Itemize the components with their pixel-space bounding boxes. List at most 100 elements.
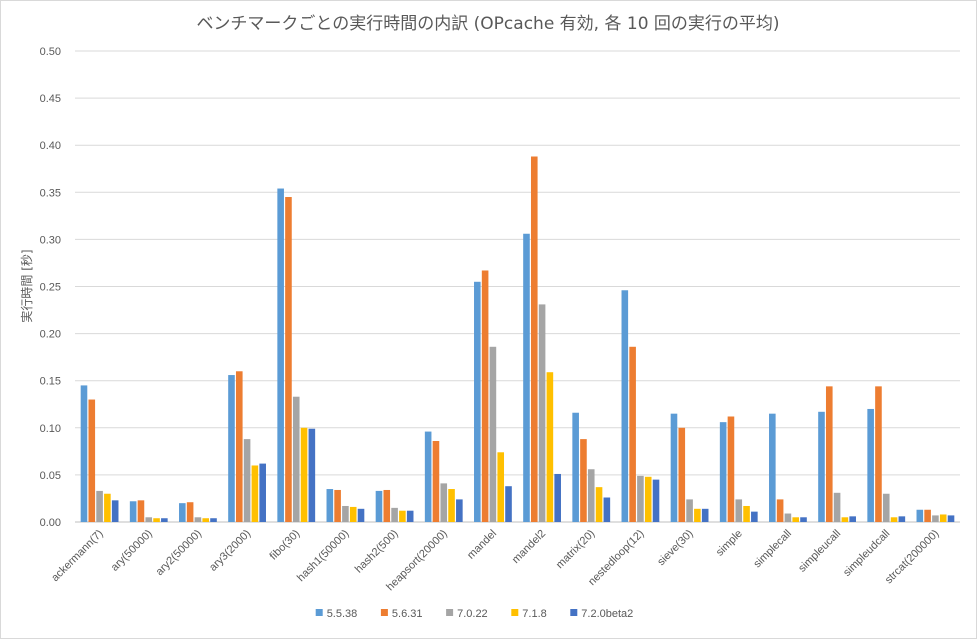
- y-tick-label: 0.25: [40, 282, 61, 294]
- bar: [792, 517, 800, 522]
- bar: [629, 346, 636, 522]
- bar: [523, 233, 530, 523]
- bar: [111, 500, 119, 522]
- bar: [587, 469, 595, 522]
- bar: [644, 476, 652, 522]
- bar: [875, 386, 882, 522]
- legend-swatch: [511, 609, 519, 616]
- bar: [481, 270, 489, 522]
- bar: [572, 412, 579, 522]
- bar: [932, 515, 939, 522]
- bar: [80, 385, 88, 522]
- legend-swatch: [315, 609, 323, 616]
- bar: [818, 411, 825, 522]
- bar: [841, 517, 849, 522]
- bar: [251, 465, 259, 522]
- bar: [137, 500, 145, 522]
- bar: [448, 489, 455, 522]
- legend-label: 7.0.22: [457, 608, 488, 620]
- bar: [285, 197, 292, 522]
- bar: [391, 507, 398, 522]
- y-tick-label: 0.15: [40, 376, 61, 388]
- bar: [357, 508, 365, 522]
- bar: [916, 509, 924, 522]
- bar: [694, 508, 701, 522]
- bar: [406, 510, 414, 522]
- y-tick-label: 0.45: [40, 93, 61, 105]
- bar: [342, 505, 349, 522]
- bar: [456, 499, 463, 522]
- bar: [727, 416, 735, 522]
- bar: [300, 427, 308, 522]
- gridlines: [75, 50, 960, 523]
- bar: [497, 452, 505, 522]
- bar: [833, 492, 841, 522]
- y-tick-label: 0.40: [40, 140, 61, 152]
- bar: [326, 489, 334, 522]
- bar: [825, 386, 833, 522]
- legend: 5.5.38 5.6.31 7.0.22 7.1.8 7.2.0beta2: [315, 608, 633, 620]
- bar: [96, 490, 103, 522]
- bar: [424, 431, 432, 522]
- bar: [670, 413, 678, 522]
- bar: [538, 304, 546, 522]
- bar: [145, 517, 153, 522]
- bar: [719, 422, 727, 522]
- legend-label: 7.1.8: [522, 608, 546, 620]
- bar: [210, 518, 217, 522]
- bar: [202, 518, 210, 522]
- bar: [882, 493, 890, 522]
- bar: [546, 372, 554, 522]
- bar: [349, 506, 357, 522]
- y-tick-label: 0.50: [40, 46, 61, 58]
- bar: [399, 510, 406, 522]
- bar: [637, 475, 644, 522]
- legend-swatch: [446, 609, 454, 616]
- bar: [898, 516, 906, 522]
- bar: [474, 281, 481, 522]
- legend-label: 5.5.38: [327, 608, 358, 620]
- bar: [104, 493, 111, 522]
- bar: [88, 399, 96, 522]
- bar: [179, 503, 186, 522]
- bar: [924, 509, 931, 522]
- bar: [334, 489, 341, 522]
- chart-title: ベンチマークごとの実行時間の内訳 (OPcache 有効, 各 10 回の実行の…: [196, 14, 779, 34]
- bar: [432, 440, 440, 522]
- bar: [939, 514, 947, 522]
- bar: [652, 479, 660, 522]
- bar: [554, 473, 561, 522]
- bar: [243, 439, 251, 522]
- bar: [153, 518, 160, 522]
- bar: [751, 511, 758, 522]
- bar: [769, 413, 776, 522]
- y-tick-labels: 0.00 0.05 0.10 0.15 0.20 0.25 0.30 0.35 0.40 0.45…: [40, 46, 61, 529]
- bar: [440, 483, 448, 522]
- bar: [947, 515, 955, 522]
- bar: [489, 346, 497, 522]
- bar: [800, 517, 807, 522]
- bar: [595, 487, 603, 522]
- bar: [686, 499, 693, 522]
- bar: [505, 486, 512, 522]
- bars: [80, 156, 955, 523]
- bar: [375, 490, 383, 522]
- legend-swatch: [380, 609, 388, 616]
- legend-label: 5.6.31: [392, 608, 423, 620]
- bar: [580, 439, 587, 522]
- bar: [603, 497, 611, 522]
- bar: [277, 188, 284, 523]
- bar: [129, 501, 137, 522]
- y-tick-label: 0.35: [40, 187, 61, 199]
- bar: [849, 516, 856, 522]
- bar: [735, 499, 743, 522]
- bar: [383, 489, 391, 522]
- y-tick-label: 0.00: [40, 517, 61, 529]
- bar: [621, 290, 629, 522]
- bar: [784, 513, 792, 522]
- legend-swatch: [570, 609, 578, 616]
- bar: [161, 518, 168, 522]
- bar: [701, 508, 709, 522]
